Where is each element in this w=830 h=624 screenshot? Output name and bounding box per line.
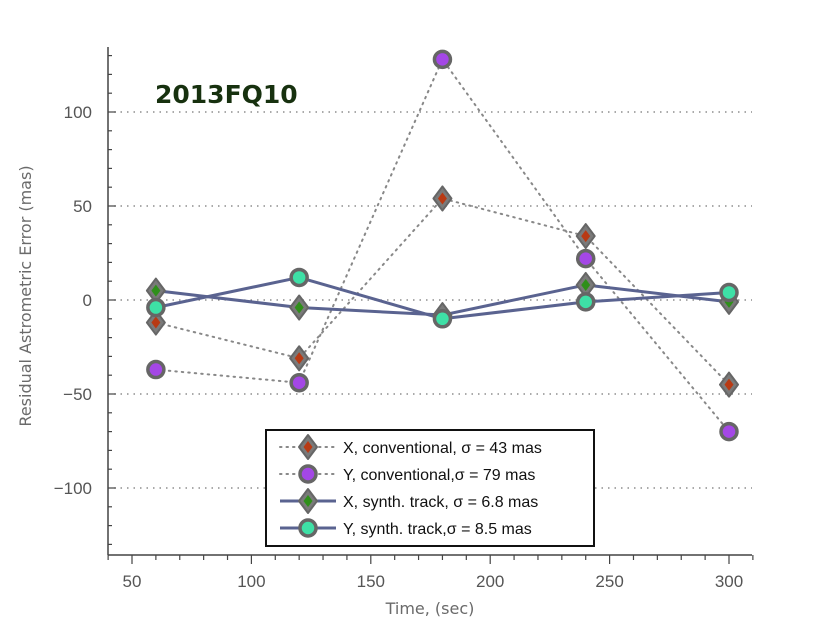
x-tick-label: 200	[476, 572, 504, 591]
data-point-series-3	[289, 267, 309, 288]
legend-label: X, conventional, σ = 43 mas	[343, 440, 542, 457]
data-point-series-0	[575, 223, 596, 250]
x-axis-title: Time, (sec)	[385, 599, 475, 618]
plot-series	[145, 49, 739, 442]
legend-entry: X, conventional, σ = 43 mas	[279, 434, 542, 460]
data-point-series-1	[719, 421, 739, 442]
legend-marker-circle	[298, 518, 318, 538]
legend-marker-diamond	[298, 488, 318, 514]
legend-entry: X, synth. track, σ = 6.8 mas	[280, 488, 538, 514]
data-point-series-3	[432, 309, 453, 329]
data-point-series-0	[719, 371, 739, 398]
y-tick-label: −100	[54, 479, 92, 498]
data-point-series-2	[289, 294, 310, 321]
data-point-series-3	[146, 297, 166, 318]
object-name-annotation: 2013FQ10	[155, 80, 298, 109]
axes	[107, 47, 752, 556]
data-point-series-1	[289, 372, 309, 393]
x-tick-label: 300	[715, 572, 743, 591]
legend-label: Y, synth. track,σ = 8.5 mas	[343, 521, 532, 538]
data-point-series-1	[146, 359, 166, 380]
axis-ticks: −100 −50 0 50 100 50 100 150 200 250 300	[54, 54, 754, 591]
y-tick-label: 100	[64, 103, 92, 122]
y-tick-label: 50	[73, 197, 92, 216]
data-point-series-1	[432, 49, 453, 70]
legend-label: X, synth. track, σ = 6.8 mas	[343, 494, 538, 511]
data-point-series-1	[575, 248, 596, 269]
legend-marker-diamond	[298, 434, 318, 460]
data-point-series-0	[289, 345, 310, 372]
data-point-series-3	[719, 282, 739, 303]
series-line-1	[154, 57, 730, 433]
x-tick-label: 250	[595, 572, 623, 591]
data-point-series-0	[432, 185, 453, 212]
legend: X, conventional, σ = 43 mas Y, convention…	[265, 429, 595, 547]
data-point-series-0	[145, 309, 166, 336]
legend-entry: Y, conventional,σ = 79 mas	[279, 464, 535, 484]
y-tick-label: −50	[63, 385, 92, 404]
y-axis-title: Residual Astrometric Error (mas)	[16, 165, 35, 426]
x-tick-label: 50	[123, 572, 142, 591]
legend-label: Y, conventional,σ = 79 mas	[343, 467, 535, 484]
legend-marker-circle	[298, 464, 318, 484]
legend-entry: Y, synth. track,σ = 8.5 mas	[280, 518, 532, 538]
series-line-0	[154, 197, 730, 386]
y-tick-label: 0	[83, 291, 92, 310]
data-point-series-2	[145, 277, 166, 304]
data-point-series-3	[575, 292, 596, 312]
x-tick-label: 100	[237, 572, 265, 591]
x-tick-label: 150	[357, 572, 385, 591]
